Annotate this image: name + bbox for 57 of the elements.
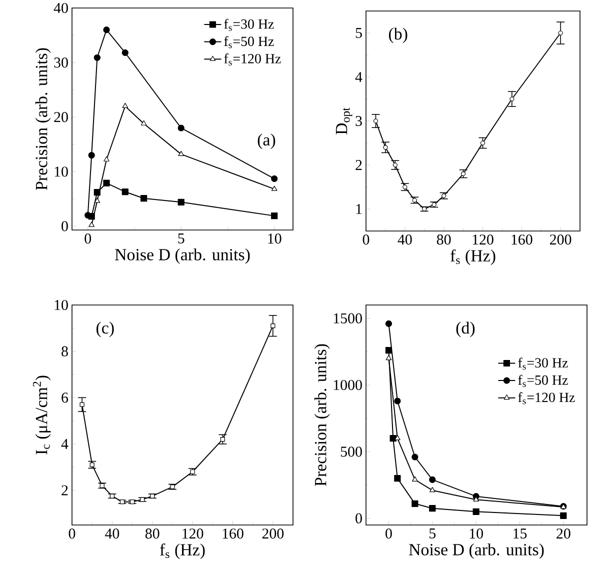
x-tick-label: 0	[362, 234, 370, 245]
x-tick-label: 0	[84, 234, 92, 244]
x-tick-label: 200	[262, 528, 284, 539]
y-tick-label: 1000	[334, 380, 362, 390]
x-tick-label: 160	[512, 234, 532, 245]
x-tick-label: 200	[550, 234, 572, 245]
x-tick-label: 20	[556, 528, 570, 539]
y-tick-label: 10	[54, 300, 68, 310]
annotation: (d)	[456, 322, 475, 338]
y-axis-title: I$_{c}$ (μA/cm$^{2}$)	[32, 376, 51, 454]
legend-label: f$_{s}$=120 Hz	[224, 53, 281, 66]
x-axis-title: Noise D (arb. units)	[115, 248, 250, 264]
legend-label: f$_{s}$=120 Hz	[518, 392, 575, 404]
x-tick-label: 160	[222, 528, 244, 539]
y-axis-title: Precision (arb. units)	[314, 344, 330, 486]
x-tick-label: 0	[386, 528, 392, 539]
annotation: (a)	[258, 134, 276, 149]
x-tick-label: 10	[268, 234, 282, 244]
y-tick-label: 1	[356, 204, 362, 214]
y-tick-label: 3	[356, 116, 362, 126]
legend-label: f$_{s}$=50 Hz	[518, 374, 568, 387]
x-tick-label: 40	[105, 528, 120, 539]
y-tick-label: 6	[62, 392, 68, 403]
y-tick-label: 4	[61, 439, 68, 449]
x-axis-title: Noise D (arb. units)	[409, 543, 544, 559]
y-tick-label: 0	[356, 513, 362, 524]
x-tick-label: 80	[145, 528, 160, 539]
x-tick-label: 5	[178, 234, 184, 244]
legend-label: f$_{s}$=30 Hz	[224, 18, 274, 31]
x-tick-label: 0	[68, 528, 76, 539]
x-tick-label: 15	[514, 528, 527, 539]
y-tick-label: 4	[355, 72, 362, 82]
x-tick-label: 10	[470, 528, 483, 539]
x-tick-label: 5	[430, 528, 436, 538]
x-tick-label: 80	[436, 234, 451, 245]
y-tick-label: 1500	[334, 313, 362, 324]
y-tick-label: 5	[356, 28, 362, 38]
y-tick-label: 500	[340, 446, 362, 457]
x-axis-title: f$_{s}$ (Hz)	[160, 543, 205, 559]
legend-label: f$_{s}$=50 Hz	[224, 36, 274, 48]
y-tick-label: 30	[54, 57, 68, 68]
y-axis-title: D$_{opt}$	[336, 108, 352, 134]
y-tick-label: 40	[54, 2, 68, 14]
y-tick-label: 8	[62, 346, 68, 356]
annotation: (b)	[388, 28, 408, 44]
y-tick-label: 2	[62, 485, 68, 496]
y-tick-label: 0	[62, 221, 68, 232]
x-tick-label: 40	[398, 234, 412, 245]
y-tick-label: 10	[54, 166, 68, 177]
x-tick-label: 120	[182, 528, 204, 539]
annotation: (c)	[96, 322, 114, 338]
x-axis-title: f$_{s}$ (Hz)	[450, 249, 496, 265]
y-tick-label: 2	[356, 160, 362, 170]
x-tick-label: 120	[472, 234, 494, 245]
y-axis-title: Precision (arb. units)	[35, 48, 51, 190]
y-tick-label: 20	[54, 112, 68, 122]
legend-label: f$_{s}$=30 Hz	[518, 358, 568, 370]
